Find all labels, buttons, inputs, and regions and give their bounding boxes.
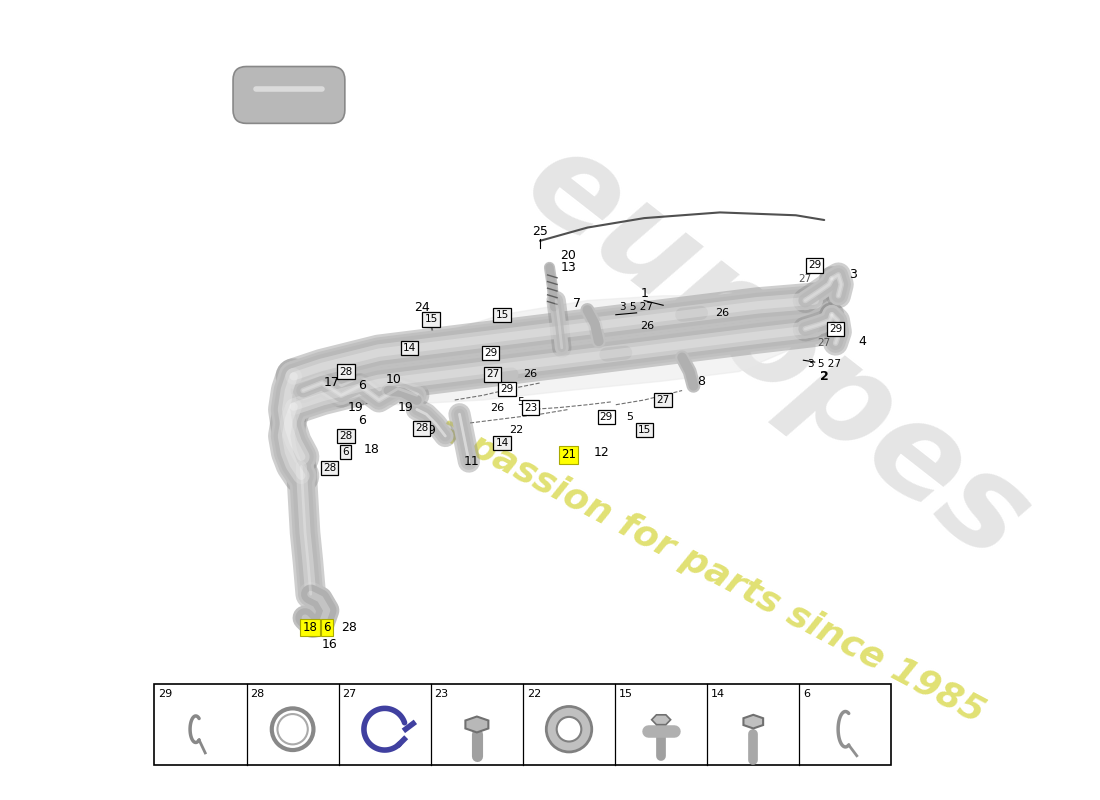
Text: 6: 6 xyxy=(803,689,810,699)
Text: 19: 19 xyxy=(348,401,363,414)
Text: 2: 2 xyxy=(820,370,828,383)
Text: 11: 11 xyxy=(464,455,480,468)
Circle shape xyxy=(547,706,592,752)
Polygon shape xyxy=(294,296,815,405)
Text: 28: 28 xyxy=(339,366,352,377)
Text: 29: 29 xyxy=(158,689,173,699)
Text: 27: 27 xyxy=(817,338,830,348)
Text: 29: 29 xyxy=(484,348,497,358)
Text: 16: 16 xyxy=(322,638,338,651)
Text: 6: 6 xyxy=(323,621,331,634)
Text: 5: 5 xyxy=(518,397,525,407)
Text: 27: 27 xyxy=(799,274,812,284)
Text: 15: 15 xyxy=(638,426,651,435)
Text: 27: 27 xyxy=(657,395,670,405)
Text: 6: 6 xyxy=(358,414,366,427)
Polygon shape xyxy=(744,715,763,729)
Text: 28: 28 xyxy=(323,463,337,474)
Text: 3 5 27: 3 5 27 xyxy=(807,359,840,369)
Text: 28: 28 xyxy=(341,621,356,634)
Text: 21: 21 xyxy=(561,449,576,462)
Text: 14: 14 xyxy=(403,343,416,353)
Text: 3 5 27: 3 5 27 xyxy=(620,302,653,312)
Text: 24: 24 xyxy=(414,301,429,314)
Text: 23: 23 xyxy=(524,402,537,413)
Text: 4: 4 xyxy=(858,334,866,348)
Text: 26: 26 xyxy=(491,402,505,413)
Text: 28: 28 xyxy=(339,431,352,441)
Text: 8: 8 xyxy=(697,374,705,387)
Text: 10: 10 xyxy=(385,373,402,386)
Text: 27: 27 xyxy=(342,689,356,699)
Text: 29: 29 xyxy=(600,412,613,422)
Text: 1: 1 xyxy=(640,287,648,300)
Text: 29: 29 xyxy=(829,324,843,334)
Text: 23: 23 xyxy=(434,689,449,699)
Text: 18: 18 xyxy=(302,621,317,634)
Text: 27: 27 xyxy=(486,370,499,379)
Text: 26: 26 xyxy=(715,308,729,318)
Text: 9: 9 xyxy=(427,424,434,437)
Text: 12: 12 xyxy=(594,446,609,458)
Text: 13: 13 xyxy=(561,261,576,274)
Text: 17: 17 xyxy=(323,377,340,390)
Text: 18: 18 xyxy=(363,442,379,456)
Text: europes: europes xyxy=(500,118,1053,588)
Bar xyxy=(154,684,891,765)
Text: 25: 25 xyxy=(532,225,548,238)
Text: 6: 6 xyxy=(342,447,349,457)
Text: 20: 20 xyxy=(561,250,576,262)
Text: 28: 28 xyxy=(251,689,265,699)
Text: 15: 15 xyxy=(495,310,508,320)
Text: 15: 15 xyxy=(425,314,438,325)
Text: 29: 29 xyxy=(808,261,822,270)
Text: 6: 6 xyxy=(358,379,366,392)
Text: 7: 7 xyxy=(573,297,581,310)
Polygon shape xyxy=(465,717,488,733)
Text: 15: 15 xyxy=(619,689,632,699)
Text: 3: 3 xyxy=(849,269,857,282)
Text: 14: 14 xyxy=(711,689,725,699)
Text: 26: 26 xyxy=(640,321,654,331)
Text: 29: 29 xyxy=(500,384,514,394)
Text: 28: 28 xyxy=(415,423,428,434)
Polygon shape xyxy=(651,715,671,725)
Text: 14: 14 xyxy=(495,438,508,448)
Text: 5: 5 xyxy=(627,412,634,422)
FancyBboxPatch shape xyxy=(233,66,344,123)
Circle shape xyxy=(557,717,581,742)
Text: a passion for parts since 1985: a passion for parts since 1985 xyxy=(431,411,990,730)
Text: 19: 19 xyxy=(397,401,414,414)
Text: 26: 26 xyxy=(524,370,538,379)
Text: 22: 22 xyxy=(527,689,541,699)
Text: 22: 22 xyxy=(509,426,524,435)
